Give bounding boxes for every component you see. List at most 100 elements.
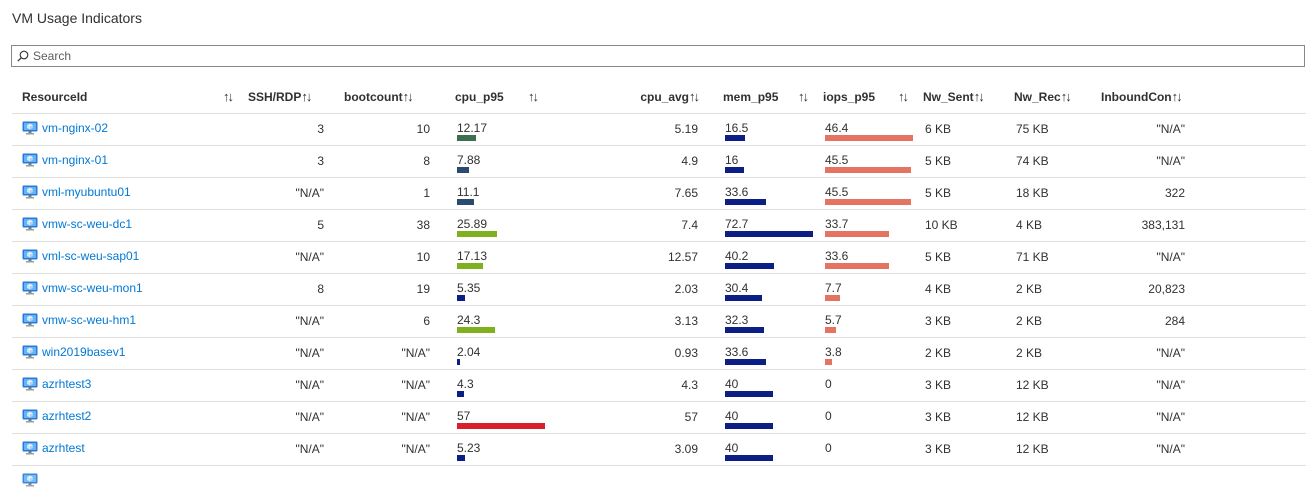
mem-p95-value: 72.7: [725, 217, 749, 231]
vm-icon: [22, 409, 38, 423]
iops-p95-value: 3.8: [825, 345, 842, 359]
column-header-iops-p95[interactable]: iops_p95 ↑↓: [823, 80, 909, 113]
search-input[interactable]: [33, 47, 1304, 65]
nw-sent-cell: 3 KB: [925, 314, 952, 328]
inbound-con-cell: "N/A": [1156, 154, 1185, 168]
vm-link[interactable]: vmw-sc-weu-dc1: [42, 217, 133, 231]
vm-link[interactable]: win2019basev1: [42, 345, 126, 359]
iops-p95-value: 7.7: [825, 281, 842, 295]
nw-rec-cell: 12 KB: [1016, 410, 1049, 424]
cpu-avg-cell: 2.03: [674, 282, 698, 296]
nw-rec-cell: 2 KB: [1016, 282, 1043, 296]
cpu-p95-cell: 5.23: [457, 434, 557, 465]
bootcount-cell: 10: [416, 250, 430, 264]
mem-p95-bar: [725, 231, 813, 237]
resource-cell: vmw-sc-weu-mon1: [22, 274, 232, 305]
cpu-p95-bar: [457, 391, 464, 397]
mem-p95-value: 33.6: [725, 185, 749, 199]
bootcount-cell: "N/A": [401, 378, 430, 392]
sort-arrows-icon[interactable]: ↑↓: [402, 89, 414, 104]
cpu-p95-bar: [457, 423, 545, 429]
vm-link[interactable]: vmw-sc-weu-mon1: [42, 281, 143, 295]
iops-p95-cell: 0: [825, 402, 925, 433]
cpu-p95-bar: [457, 231, 497, 237]
sort-arrows-icon[interactable]: ↑↓: [1060, 89, 1072, 104]
cpu-p95-cell: 2.04: [457, 338, 557, 369]
sort-arrows-icon[interactable]: ↑↓: [301, 89, 312, 104]
vm-link[interactable]: azrhtest2: [42, 409, 92, 423]
grid-body: vm-nginx-02 3 10 5.19 "N/A" 12.17 16.5 46.4 6 KB…: [12, 114, 1306, 466]
ssh-rdp-cell: "N/A": [295, 410, 324, 424]
mem-p95-cell: 16: [725, 146, 825, 177]
vm-icon: [22, 377, 38, 391]
column-header-cpu-avg[interactable]: cpu_avg ↑↓: [572, 80, 700, 113]
mem-p95-cell: 40: [725, 370, 825, 401]
nw-rec-cell: 18 KB: [1016, 186, 1049, 200]
cpu-avg-cell: 4.3: [681, 378, 698, 392]
cpu-p95-cell: 5.35: [457, 274, 557, 305]
vm-link[interactable]: azrhtest: [42, 441, 85, 455]
sort-arrows-icon[interactable]: ↑↓: [798, 89, 809, 104]
cpu-p95-bar: [457, 455, 465, 461]
search-box[interactable]: [11, 45, 1305, 67]
vm-icon: [22, 153, 38, 167]
inbound-con-cell: 284: [1164, 314, 1185, 328]
cpu-p95-bar: [457, 135, 476, 141]
mem-p95-bar: [725, 423, 773, 429]
column-header-nw-rec[interactable]: Nw_Rec ↑↓: [1014, 80, 1086, 113]
vm-link[interactable]: vml-sc-weu-sap01: [42, 249, 140, 263]
vm-link[interactable]: vml-myubuntu01: [42, 185, 131, 199]
cpu-p95-cell: 25.89: [457, 210, 557, 241]
table-row: azrhtest "N/A" "N/A" 3.09 "N/A" 5.23 40 0 3 KB 12…: [12, 434, 1306, 466]
cpu-avg-cell: 7.65: [674, 186, 698, 200]
mem-p95-cell: 33.6: [725, 178, 825, 209]
table-row: vmw-sc-weu-dc1 5 38 7.4 383,131 25.89 72.7 33.7…: [12, 210, 1306, 242]
column-header-inboundcon[interactable]: InboundCon ↑↓: [1101, 80, 1195, 113]
cpu-p95-bar: [457, 327, 495, 333]
cpu-p95-bar: [457, 359, 460, 365]
iops-p95-value: 33.6: [825, 249, 849, 263]
bootcount-cell: 19: [416, 282, 430, 296]
mem-p95-bar: [725, 391, 773, 397]
iops-p95-cell: 7.7: [825, 274, 925, 305]
vm-link[interactable]: vmw-sc-weu-hm1: [42, 313, 137, 327]
bootcount-cell: "N/A": [401, 346, 430, 360]
sort-arrows-icon[interactable]: ↑↓: [1171, 89, 1183, 104]
mem-p95-bar: [725, 167, 744, 173]
column-header-cpu-p95[interactable]: cpu_p95 ↑↓: [455, 80, 539, 113]
iops-p95-value: 0: [825, 441, 832, 455]
cpu-p95-cell: 12.17: [457, 114, 557, 145]
vm-link[interactable]: vm-nginx-01: [42, 153, 109, 167]
vm-icon: [22, 121, 38, 135]
sort-arrows-icon[interactable]: ↑↓: [689, 89, 700, 104]
inbound-con-cell: "N/A": [1156, 346, 1185, 360]
bootcount-cell: 8: [423, 154, 430, 168]
sort-arrows-icon[interactable]: ↑↓: [223, 89, 234, 104]
iops-p95-cell: 46.4: [825, 114, 925, 145]
column-header-mem-p95[interactable]: mem_p95 ↑↓: [723, 80, 809, 113]
iops-p95-cell: 45.5: [825, 178, 925, 209]
table-row: azrhtest2 "N/A" "N/A" 57 "N/A" 57 40 0 3 KB 12 KB: [12, 402, 1306, 434]
nw-sent-cell: 10 KB: [925, 218, 958, 232]
cpu-avg-cell: 3.13: [674, 314, 698, 328]
nw-sent-cell: 3 KB: [925, 442, 952, 456]
cpu-p95-value: 57: [457, 409, 471, 423]
vm-link[interactable]: azrhtest3: [42, 377, 92, 391]
column-header-nw-sent[interactable]: Nw_Sent ↑↓: [923, 80, 1007, 113]
nw-rec-cell: 4 KB: [1016, 218, 1043, 232]
vm-icon: [22, 313, 38, 327]
iops-p95-cell: 5.7: [825, 306, 925, 337]
vm-icon: [22, 281, 38, 295]
column-header-ssh[interactable]: SSH/RDP ↑↓: [248, 80, 332, 113]
vm-link[interactable]: vm-nginx-02: [42, 121, 109, 135]
sort-arrows-icon[interactable]: ↑↓: [898, 89, 909, 104]
table-row: vmw-sc-weu-hm1 "N/A" 6 3.13 284 24.3 32.3 5.7 3 …: [12, 306, 1306, 338]
table-row: vm-nginx-02 3 10 5.19 "N/A" 12.17 16.5 46.4 6 KB…: [12, 114, 1306, 146]
cpu-p95-value: 24.3: [457, 313, 481, 327]
cpu-p95-cell: 11.1: [457, 178, 557, 209]
cpu-p95-value: 17.13: [457, 249, 488, 263]
column-header-boot[interactable]: bootcount ↑↓: [344, 80, 442, 113]
column-header-resourceid[interactable]: ResourceId ↑↓: [22, 80, 234, 113]
sort-arrows-icon[interactable]: ↑↓: [528, 89, 539, 104]
sort-arrows-icon[interactable]: ↑↓: [973, 89, 985, 104]
